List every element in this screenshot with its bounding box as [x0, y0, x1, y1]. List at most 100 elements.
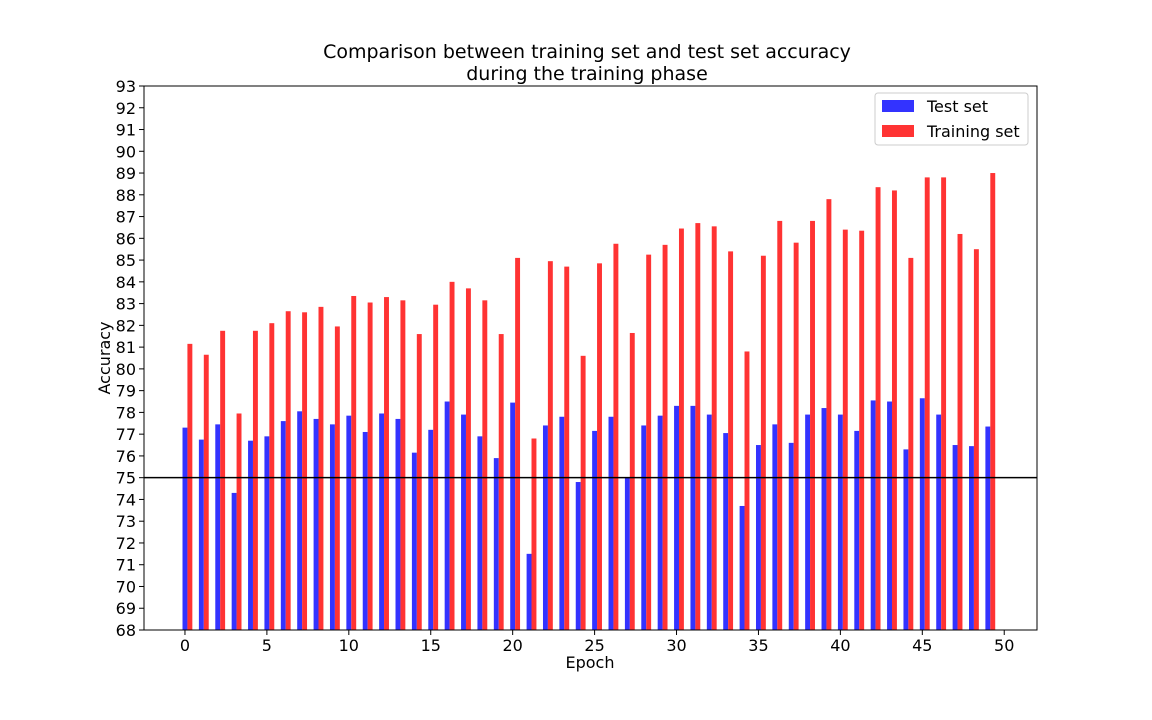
training-bar-13: [400, 300, 406, 630]
test-bar-46: [936, 414, 942, 630]
test-bar-4: [248, 440, 253, 630]
y-tick-label-86: 86: [116, 229, 136, 248]
test-bar-44: [903, 449, 909, 630]
x-tick-label-40: 40: [830, 636, 850, 655]
y-tick-label-85: 85: [116, 251, 136, 270]
test-bar-0: [182, 427, 188, 630]
training-bar-7: [302, 312, 308, 630]
x-tick-label-15: 15: [421, 636, 441, 655]
test-bar-18: [477, 436, 483, 630]
training-bar-8: [318, 306, 324, 630]
training-bar-23: [564, 266, 570, 630]
test-bar-22: [542, 425, 548, 630]
test-bar-19: [493, 458, 499, 630]
x-tick-label-45: 45: [912, 636, 932, 655]
training-bar-32: [711, 226, 717, 630]
x-tick-label-20: 20: [502, 636, 522, 655]
training-bar-22: [547, 261, 553, 630]
test-bar-26: [608, 416, 614, 630]
bars-group: [182, 173, 996, 631]
test-bar-43: [887, 401, 892, 630]
x-tick-label-25: 25: [584, 636, 604, 655]
training-bar-15: [433, 304, 439, 630]
test-bar-45: [919, 398, 925, 630]
training-bar-46: [941, 177, 947, 630]
training-bar-3: [236, 413, 242, 630]
x-axis-ticks: 0 5 10 15 20 25 30 35 40 45 50: [180, 630, 1014, 655]
x-tick-label-30: 30: [666, 636, 686, 655]
test-bar-14: [411, 452, 417, 630]
test-bar-13: [395, 418, 401, 630]
training-bar-14: [416, 334, 422, 630]
y-axis-ticks: 68 69 70 71 72 73 74 75 76 77 78 79 80 81 82 83 84 85 86 87…: [116, 77, 144, 640]
training-bar-1: [203, 354, 209, 630]
test-bar-42: [870, 400, 876, 630]
x-tick-label-5: 5: [262, 636, 272, 655]
test-bar-30: [674, 405, 679, 630]
chart-title-line2: during the training phase: [466, 63, 708, 85]
training-bar-29: [662, 244, 668, 630]
test-bar-20: [510, 402, 516, 630]
test-bar-12: [379, 413, 385, 630]
training-bar-18: [482, 300, 488, 630]
training-bar-24: [580, 355, 586, 630]
y-tick-label-87: 87: [116, 208, 136, 227]
test-bar-29: [657, 415, 663, 630]
training-bar-42: [875, 187, 881, 630]
y-tick-label-89: 89: [116, 164, 136, 183]
y-tick-label-73: 73: [116, 512, 136, 531]
y-tick-label-82: 82: [116, 316, 136, 335]
training-bar-41: [859, 230, 865, 630]
test-bar-49: [985, 426, 991, 630]
test-bar-11: [362, 431, 368, 630]
y-tick-label-74: 74: [116, 490, 136, 509]
training-bar-45: [924, 177, 930, 630]
test-bar-33: [723, 433, 729, 630]
training-bar-37: [793, 242, 799, 631]
training-bar-47: [957, 233, 963, 630]
x-axis-label: Epoch: [566, 653, 615, 672]
y-tick-label-78: 78: [116, 403, 136, 422]
test-bar-31: [690, 405, 696, 630]
test-bar-41: [854, 430, 860, 630]
test-bar-3: [231, 492, 237, 630]
test-bar-6: [280, 421, 286, 630]
y-axis-label: Accuracy: [95, 321, 114, 394]
training-bar-21: [531, 438, 537, 630]
test-bar-15: [428, 429, 434, 630]
y-tick-label-81: 81: [116, 338, 136, 357]
training-bar-10: [351, 295, 357, 630]
y-tick-label-83: 83: [116, 295, 136, 314]
y-tick-label-91: 91: [116, 121, 136, 140]
y-tick-label-70: 70: [116, 577, 136, 596]
training-bar-0: [187, 343, 193, 630]
test-bar-24: [575, 482, 581, 630]
test-bar-25: [592, 430, 598, 630]
y-tick-label-93: 93: [116, 77, 136, 96]
x-tick-label-10: 10: [339, 636, 359, 655]
y-tick-label-69: 69: [116, 599, 136, 618]
y-tick-label-75: 75: [116, 469, 136, 488]
y-tick-label-72: 72: [116, 534, 136, 553]
training-bar-40: [842, 229, 848, 630]
legend-swatch-training: [882, 125, 914, 137]
training-bar-48: [973, 249, 979, 630]
y-tick-label-77: 77: [116, 425, 136, 444]
test-bar-38: [805, 414, 811, 630]
test-bar-32: [706, 414, 712, 630]
test-bar-9: [329, 424, 335, 630]
training-bar-39: [826, 199, 832, 630]
x-tick-label-0: 0: [180, 636, 190, 655]
training-bar-33: [728, 251, 734, 630]
test-bar-35: [755, 445, 761, 630]
training-bar-35: [760, 255, 766, 631]
y-tick-label-84: 84: [116, 273, 136, 292]
training-bar-2: [220, 330, 226, 630]
training-bar-25: [597, 263, 602, 630]
test-bar-36: [772, 424, 778, 630]
training-bar-26: [613, 243, 619, 630]
training-bar-20: [515, 257, 521, 630]
chart-title-line1: Comparison between training set and test…: [323, 41, 851, 63]
training-bar-49: [990, 173, 996, 631]
training-bar-6: [285, 311, 291, 630]
